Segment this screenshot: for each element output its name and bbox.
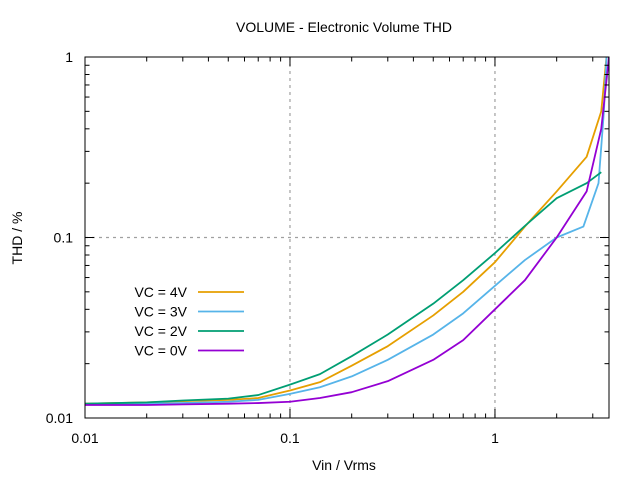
legend-entry: VC = 4V <box>134 284 244 300</box>
legend-entry: VC = 3V <box>134 304 244 320</box>
legend-entry: VC = 0V <box>134 343 244 359</box>
legend-entry: VC = 2V <box>134 323 244 339</box>
series-lines <box>85 57 609 406</box>
legend-label: VC = 2V <box>134 323 187 339</box>
y-tick-label: 0.1 <box>54 230 74 246</box>
legend-label: VC = 3V <box>134 304 187 320</box>
y-tick-label: 0.01 <box>46 410 73 426</box>
series-line-4 <box>85 57 609 406</box>
x-tick-label: 0.01 <box>71 430 98 446</box>
x-tick-label: 0.1 <box>280 430 300 446</box>
series-line-3 <box>85 171 602 405</box>
legend-label: VC = 0V <box>134 343 187 359</box>
y-axis-label: THD / % <box>9 212 25 265</box>
legend-label: VC = 4V <box>134 284 187 300</box>
tick-labels: 0.01 0.1 1 0.01 0.1 1 <box>46 49 499 446</box>
chart-title: VOLUME - Electronic Volume THD <box>236 19 452 35</box>
y-tick-label: 1 <box>65 49 73 65</box>
legend: VC = 4V VC = 3V VC = 2V VC = 0V <box>134 284 244 359</box>
x-tick-label: 1 <box>491 430 499 446</box>
grid-lines <box>85 57 609 418</box>
x-axis-label: Vin / Vrms <box>312 457 376 473</box>
plot-frame <box>84 56 610 419</box>
series-line-2 <box>85 57 608 406</box>
series-line-1 <box>85 57 608 405</box>
